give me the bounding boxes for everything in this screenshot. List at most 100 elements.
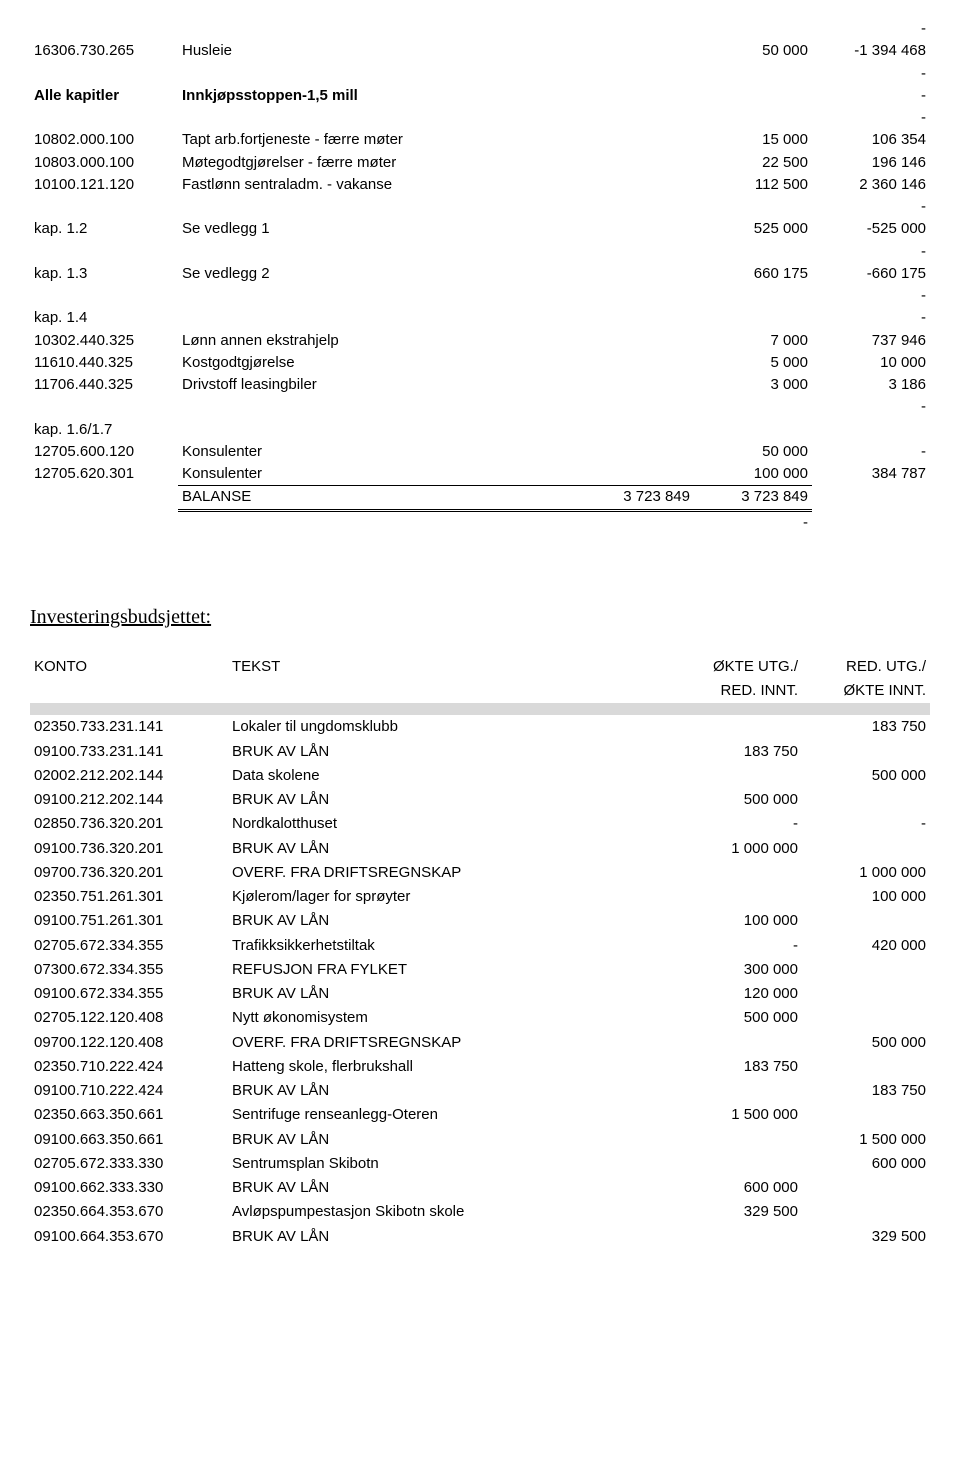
row-code: Alle kapitler <box>30 85 178 107</box>
row-code <box>30 396 178 418</box>
row-n2 <box>694 419 812 441</box>
row-n1 <box>576 396 694 418</box>
row-n2 <box>694 307 812 329</box>
table-row: 09700.122.120.408OVERF. FRA DRIFTSREGNSK… <box>30 1031 930 1055</box>
row-n1 <box>576 352 694 374</box>
row-n2: 7 000 <box>694 330 812 352</box>
row-text: Innkjøpsstoppen-1,5 mill <box>178 85 576 107</box>
row-n3: 106 354 <box>812 129 930 151</box>
table-row: 02350.710.222.424Hatteng skole, flerbruk… <box>30 1055 930 1079</box>
table-row: 02705.672.333.330Sentrumsplan Skibotn600… <box>30 1152 930 1176</box>
row-amt1: - <box>674 812 802 836</box>
trailing-dash: - <box>694 510 812 534</box>
row-code: kap. 1.4 <box>30 307 178 329</box>
row-text <box>178 419 576 441</box>
gray-separator <box>30 703 930 715</box>
row-n1 <box>576 463 694 486</box>
table-row: 09100.663.350.661BRUK AV LÅN1 500 000 <box>30 1128 930 1152</box>
row-text: Husleie <box>178 40 576 62</box>
row-konto: 09100.662.333.330 <box>30 1176 228 1200</box>
row-amt1 <box>674 1128 802 1152</box>
row-amt1: 183 750 <box>674 740 802 764</box>
row-n2 <box>694 18 812 40</box>
row-n1 <box>576 307 694 329</box>
row-tekst: OVERF. FRA DRIFTSREGNSKAP <box>228 1031 674 1055</box>
row-amt2: 500 000 <box>802 764 930 788</box>
row-amt2: 1 000 000 <box>802 861 930 885</box>
row-konto: 02350.733.231.141 <box>30 715 228 739</box>
row-konto: 02705.672.333.330 <box>30 1152 228 1176</box>
table-row: 02705.122.120.408Nytt økonomisystem500 0… <box>30 1006 930 1030</box>
row-amt2: 329 500 <box>802 1225 930 1249</box>
row-code: 10100.121.120 <box>30 174 178 196</box>
row-text <box>178 196 576 218</box>
row-n1 <box>576 263 694 285</box>
row-n1 <box>576 85 694 107</box>
row-konto: 02350.664.353.670 <box>30 1200 228 1224</box>
table-row: 11706.440.325Drivstoff leasingbiler3 000… <box>30 374 930 396</box>
row-code <box>30 241 178 263</box>
row-amt1: 183 750 <box>674 1055 802 1079</box>
row-amt2 <box>802 1103 930 1127</box>
row-n3: - <box>812 285 930 307</box>
row-text: Drivstoff leasingbiler <box>178 374 576 396</box>
row-n3: 196 146 <box>812 152 930 174</box>
row-amt1: 300 000 <box>674 958 802 982</box>
row-konto: 09700.122.120.408 <box>30 1031 228 1055</box>
row-konto: 09100.736.320.201 <box>30 837 228 861</box>
row-tekst: BRUK AV LÅN <box>228 909 674 933</box>
table-row: - <box>30 18 930 40</box>
row-n3 <box>812 419 930 441</box>
row-tekst: BRUK AV LÅN <box>228 1225 674 1249</box>
row-tekst: BRUK AV LÅN <box>228 837 674 861</box>
row-amt2 <box>802 982 930 1006</box>
row-amt1: 600 000 <box>674 1176 802 1200</box>
table-row: 09100.662.333.330BRUK AV LÅN600 000 <box>30 1176 930 1200</box>
row-amt2: 600 000 <box>802 1152 930 1176</box>
row-n3: - <box>812 196 930 218</box>
row-amt2 <box>802 1200 930 1224</box>
row-n1 <box>576 63 694 85</box>
row-n1 <box>576 285 694 307</box>
row-amt1: 1 500 000 <box>674 1103 802 1127</box>
row-code: kap. 1.2 <box>30 218 178 240</box>
row-text: Se vedlegg 2 <box>178 263 576 285</box>
col-tekst: TEKST <box>228 655 674 679</box>
row-n3: - <box>812 396 930 418</box>
row-tekst: Trafikksikkerhetstiltak <box>228 934 674 958</box>
row-tekst: Avløpspumpestasjon Skibotn skole <box>228 1200 674 1224</box>
row-tekst: BRUK AV LÅN <box>228 1128 674 1152</box>
row-n2: 22 500 <box>694 152 812 174</box>
row-amt2 <box>802 740 930 764</box>
row-text: Konsulenter <box>178 463 576 486</box>
table-row: 02350.664.353.670Avløpspumpestasjon Skib… <box>30 1200 930 1224</box>
row-n1 <box>576 218 694 240</box>
row-text <box>178 307 576 329</box>
row-amt1 <box>674 1031 802 1055</box>
row-tekst: Nytt økonomisystem <box>228 1006 674 1030</box>
row-n1 <box>576 107 694 129</box>
table-row: 09100.751.261.301BRUK AV LÅN100 000 <box>30 909 930 933</box>
row-text <box>178 241 576 263</box>
table-row: 10302.440.325Lønn annen ekstrahjelp7 000… <box>30 330 930 352</box>
row-n3: - <box>812 63 930 85</box>
table-row: 10802.000.100Tapt arb.fortjeneste - færr… <box>30 129 930 151</box>
table-row: - <box>30 196 930 218</box>
row-konto: 09100.664.353.670 <box>30 1225 228 1249</box>
row-konto: 09100.733.231.141 <box>30 740 228 764</box>
row-n1 <box>576 152 694 174</box>
row-n3: - <box>812 18 930 40</box>
row-n1 <box>576 129 694 151</box>
row-n3: -1 394 468 <box>812 40 930 62</box>
row-amt1: - <box>674 934 802 958</box>
row-text <box>178 107 576 129</box>
row-amt2 <box>802 837 930 861</box>
table-row: kap. 1.2Se vedlegg 1525 000-525 000 <box>30 218 930 240</box>
table-row: 11610.440.325Kostgodtgjørelse5 00010 000 <box>30 352 930 374</box>
row-n2: 50 000 <box>694 441 812 463</box>
row-n3: - <box>812 107 930 129</box>
row-n2 <box>694 285 812 307</box>
table-row: 02002.212.202.144Data skolene500 000 <box>30 764 930 788</box>
row-konto: 09700.736.320.201 <box>30 861 228 885</box>
row-n1 <box>576 18 694 40</box>
